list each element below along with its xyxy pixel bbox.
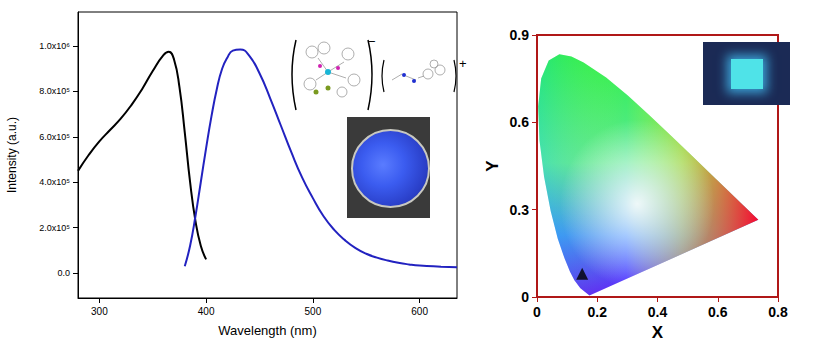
svg-text:Intensity (a.u.): Intensity (a.u.) <box>5 117 19 193</box>
svg-text:0.8: 0.8 <box>768 304 788 320</box>
svg-text:500: 500 <box>305 306 322 317</box>
svg-text:0.6: 0.6 <box>510 114 530 130</box>
svg-text:2.0x10⁵: 2.0x10⁵ <box>39 223 70 233</box>
svg-text:6.0x10⁵: 6.0x10⁵ <box>39 132 70 142</box>
svg-text:0: 0 <box>521 289 529 305</box>
svg-text:0.6: 0.6 <box>708 304 728 320</box>
svg-text:Wavelength (nm): Wavelength (nm) <box>218 323 317 338</box>
svg-text:Y: Y <box>483 160 502 172</box>
svg-text:0: 0 <box>533 304 541 320</box>
svg-text:1.0x10⁶: 1.0x10⁶ <box>39 41 70 51</box>
svg-text:0.0: 0.0 <box>57 268 70 278</box>
svg-text:0.3: 0.3 <box>510 202 530 218</box>
svg-text:300: 300 <box>91 306 108 317</box>
svg-text:600: 600 <box>411 306 428 317</box>
svg-text:0.2: 0.2 <box>588 304 608 320</box>
svg-text:0.9: 0.9 <box>510 27 530 43</box>
svg-text:400: 400 <box>198 306 215 317</box>
svg-text:8.0x10⁵: 8.0x10⁵ <box>39 86 70 96</box>
svg-text:X: X <box>652 323 664 342</box>
svg-text:4.0x10⁵: 4.0x10⁵ <box>39 177 70 187</box>
svg-text:0.4: 0.4 <box>648 304 668 320</box>
